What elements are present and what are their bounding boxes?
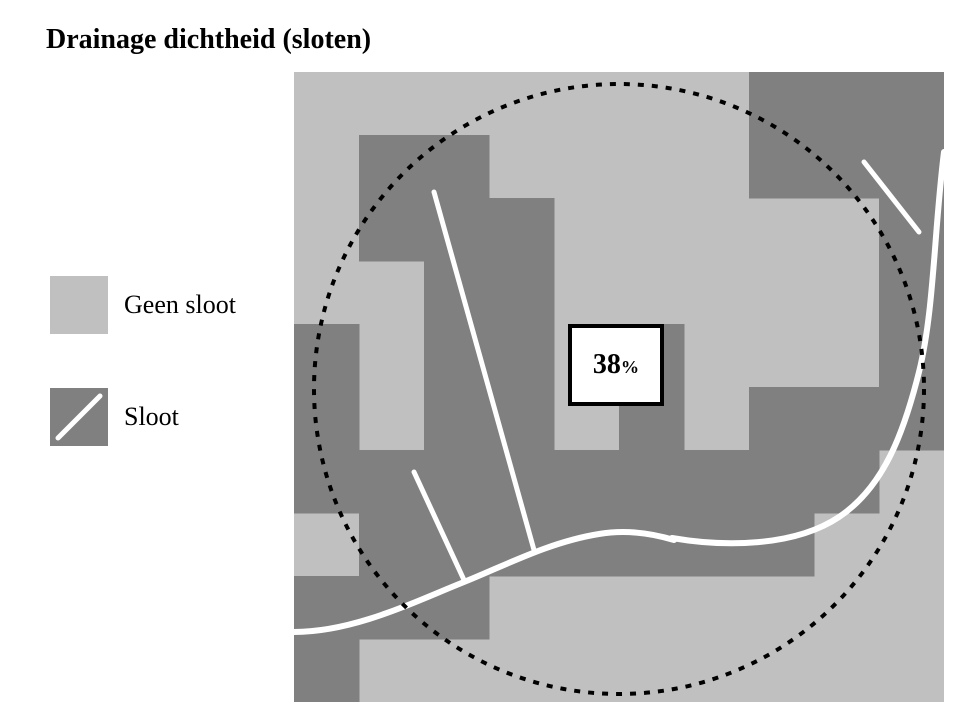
legend-swatch-geen-sloot: [50, 276, 108, 334]
legend-label-geen-sloot: Geen sloot: [124, 290, 236, 320]
legend-swatch-sloot: [50, 388, 108, 446]
percent-value: 38: [593, 349, 621, 381]
page-title: Drainage dichtheid (sloten): [46, 24, 371, 56]
legend-sloot-line-icon: [50, 388, 108, 446]
legend-label-sloot: Sloot: [124, 402, 179, 432]
percent-box: 38%: [568, 324, 664, 406]
percent-suffix: %: [621, 357, 639, 378]
